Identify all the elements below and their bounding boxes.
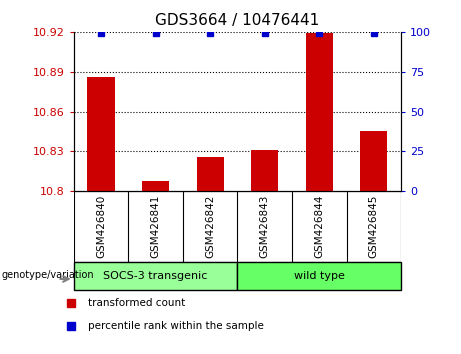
Bar [251,150,278,191]
Bar [142,181,169,191]
Text: GSM426844: GSM426844 [314,195,324,258]
Bar [306,33,333,191]
Title: GDS3664 / 10476441: GDS3664 / 10476441 [155,13,319,28]
Text: GSM426842: GSM426842 [205,195,215,258]
Text: transformed count: transformed count [88,298,185,308]
Text: wild type: wild type [294,271,345,281]
Bar [196,156,224,191]
Bar [360,131,387,191]
Bar [74,262,237,290]
Text: percentile rank within the sample: percentile rank within the sample [88,321,264,331]
Bar [88,77,115,191]
Bar [237,262,401,290]
Text: genotype/variation: genotype/variation [1,270,94,280]
Text: GSM426840: GSM426840 [96,195,106,258]
Text: GSM426845: GSM426845 [369,195,379,258]
Text: SOCS-3 transgenic: SOCS-3 transgenic [103,271,208,281]
Text: GSM426841: GSM426841 [151,195,160,258]
Text: GSM426843: GSM426843 [260,195,270,258]
